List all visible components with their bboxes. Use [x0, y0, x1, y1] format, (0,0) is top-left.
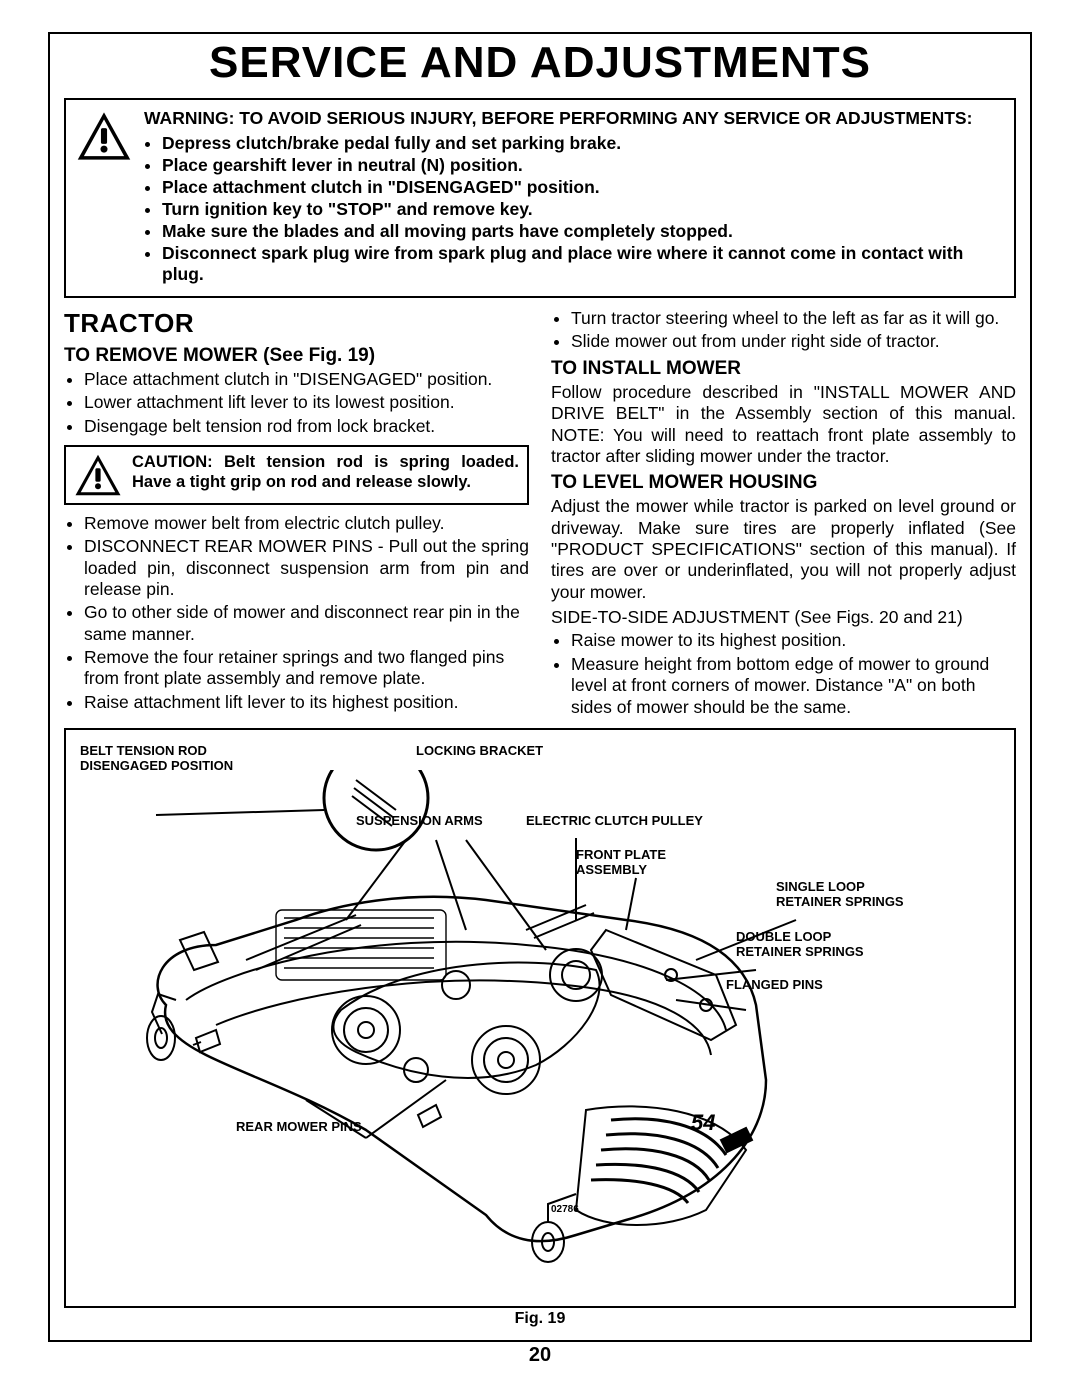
- list-item: Place attachment clutch in "DISENGAGED" …: [84, 369, 529, 390]
- list-item: Disengage belt tension rod from lock bra…: [84, 416, 529, 437]
- paragraph: Adjust the mower while tractor is parked…: [551, 496, 1016, 603]
- section-heading-tractor: TRACTOR: [64, 308, 529, 340]
- list-item: Measure height from bottom edge of mower…: [571, 654, 1016, 718]
- content-columns: TRACTOR TO REMOVE MOWER (See Fig. 19) Pl…: [64, 306, 1016, 720]
- svg-text:54: 54: [691, 1110, 715, 1135]
- caution-box: CAUTION: Belt tension rod is spring load…: [64, 445, 529, 505]
- list-item: Lower attachment lift lever to its lowes…: [84, 392, 529, 413]
- mower-diagram: 54: [106, 770, 1006, 1270]
- caution-icon: [74, 453, 122, 497]
- warning-item: Place gearshift lever in neutral (N) pos…: [162, 155, 1004, 176]
- label-locking-bracket: LOCKING BRACKET: [416, 744, 543, 759]
- warning-item: Make sure the blades and all moving part…: [162, 221, 1004, 242]
- warning-text: WARNING: TO AVOID SERIOUS INJURY, BEFORE…: [144, 108, 1004, 286]
- warning-box: WARNING: TO AVOID SERIOUS INJURY, BEFORE…: [64, 98, 1016, 298]
- paragraph: SIDE-TO-SIDE ADJUSTMENT (See Figs. 20 an…: [551, 607, 1016, 628]
- warning-item: Depress clutch/brake pedal fully and set…: [162, 133, 1004, 154]
- warning-item: Turn ignition key to "STOP" and remove k…: [162, 199, 1004, 220]
- page-title: SERVICE AND ADJUSTMENTS: [64, 38, 1016, 88]
- list-item: Raise attachment lift lever to its highe…: [84, 692, 529, 713]
- subheading-level-mower: TO LEVEL MOWER HOUSING: [551, 471, 1016, 494]
- list-item: Remove mower belt from electric clutch p…: [84, 513, 529, 534]
- warning-item: Place attachment clutch in "DISENGAGED" …: [162, 177, 1004, 198]
- subheading-remove-mower: TO REMOVE MOWER (See Fig. 19): [64, 344, 529, 367]
- warning-icon: [76, 108, 132, 164]
- subheading-install-mower: TO INSTALL MOWER: [551, 357, 1016, 380]
- list-item: Raise mower to its highest position.: [571, 630, 1016, 651]
- list-item: Remove the four retainer springs and two…: [84, 647, 529, 690]
- caution-text: CAUTION: Belt tension rod is spring load…: [132, 453, 519, 493]
- list-item: Slide mower out from under right side of…: [571, 331, 1016, 352]
- page-number: 20: [48, 1344, 1032, 1367]
- right-column: Turn tractor steering wheel to the left …: [551, 306, 1016, 720]
- left-column: TRACTOR TO REMOVE MOWER (See Fig. 19) Pl…: [64, 306, 529, 720]
- list-item: Turn tractor steering wheel to the left …: [571, 308, 1016, 329]
- warning-heading: WARNING: TO AVOID SERIOUS INJURY, BEFORE…: [144, 108, 1004, 129]
- paragraph: Follow procedure described in "INSTALL M…: [551, 382, 1016, 467]
- list-item: DISCONNECT REAR MOWER PINS - Pull out th…: [84, 536, 529, 600]
- list-item: Go to other side of mower and disconnect…: [84, 602, 529, 645]
- svg-text:02786: 02786: [551, 1204, 579, 1215]
- page-border: SERVICE AND ADJUSTMENTS WARNING: TO AVOI…: [48, 32, 1032, 1342]
- warning-item: Disconnect spark plug wire from spark pl…: [162, 243, 1004, 285]
- figure-19: BELT TENSION ROD DISENGAGED POSITION LOC…: [64, 728, 1016, 1308]
- figure-caption: Fig. 19: [64, 1310, 1016, 1328]
